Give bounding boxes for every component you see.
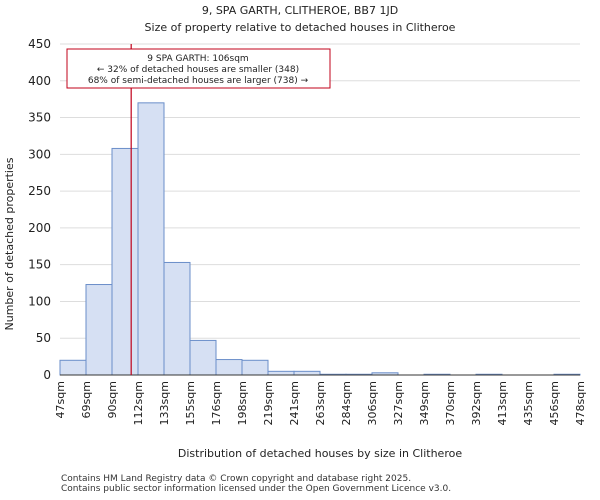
x-tick-label-327sqm: 327sqm — [392, 381, 405, 425]
bar-112sqm — [137, 102, 165, 376]
x-tick-label-133sqm: 133sqm — [158, 381, 171, 425]
annotation-box: 9 SPA GARTH: 106sqm ← 32% of detached ho… — [66, 48, 331, 89]
x-tick-label-349sqm: 349sqm — [418, 381, 431, 425]
footer-line-1: Contains HM Land Registry data © Crown c… — [61, 474, 412, 484]
x-tick-label-263sqm: 263sqm — [314, 381, 327, 425]
x-tick-label-435sqm: 435sqm — [522, 381, 535, 425]
annotation-line-1: 9 SPA GARTH: 106sqm — [147, 54, 248, 64]
bars — [59, 102, 581, 376]
bar-219sqm — [267, 370, 295, 376]
y-tick-label-200: 200 — [28, 221, 51, 235]
y-tick-labels: 0 50 100 150 200 250 300 350 400 450 — [28, 37, 51, 382]
x-tick-label-69sqm: 69sqm — [80, 381, 93, 418]
x-tick-labels: 47sqm 69sqm 90sqm 112sqm 133sqm 155sqm 176sqm 1… — [54, 381, 587, 425]
bar-155sqm — [189, 339, 217, 376]
x-tick-label-219sqm: 219sqm — [262, 381, 275, 425]
y-tick-label-100: 100 — [28, 294, 51, 308]
bar-69sqm — [85, 284, 113, 376]
x-tick-label-456sqm: 456sqm — [548, 381, 561, 425]
bar-198sqm — [241, 359, 269, 376]
x-tick-label-392sqm: 392sqm — [470, 381, 483, 425]
bar-90sqm — [111, 147, 139, 376]
y-tick-label-300: 300 — [28, 147, 51, 161]
annotation-line-3: 68% of semi-detached houses are larger (… — [88, 76, 309, 86]
x-tick-label-370sqm: 370sqm — [444, 381, 457, 425]
x-tick-label-155sqm: 155sqm — [184, 381, 197, 425]
bar-47sqm — [59, 359, 87, 376]
x-tick-label-112sqm: 112sqm — [132, 381, 145, 425]
y-tick-label-350: 350 — [28, 111, 51, 125]
annotation-line-2: ← 32% of detached houses are smaller (34… — [97, 65, 299, 75]
x-axis-label: Distribution of detached houses by size … — [178, 447, 462, 460]
bar-133sqm — [163, 261, 191, 376]
x-tick-label-47sqm: 47sqm — [54, 381, 67, 418]
x-tick-label-284sqm: 284sqm — [340, 381, 353, 425]
y-tick-label-450: 450 — [28, 37, 51, 51]
bar-176sqm — [215, 359, 243, 376]
x-tick-label-198sqm: 198sqm — [236, 381, 249, 425]
footer-line-2: Contains public sector information licen… — [61, 484, 452, 494]
y-tick-label-250: 250 — [28, 184, 51, 198]
x-tick-label-176sqm: 176sqm — [210, 381, 223, 425]
y-axis-label: Number of detached properties — [3, 157, 16, 330]
x-tick-label-478sqm: 478sqm — [574, 381, 587, 425]
x-tick-label-413sqm: 413sqm — [496, 381, 509, 425]
chart-subtitle: Size of property relative to detached ho… — [144, 21, 456, 34]
y-tick-label-50: 50 — [36, 331, 51, 345]
y-tick-label-400: 400 — [28, 74, 51, 88]
chart-title: 9, SPA GARTH, CLITHEROE, BB7 1JD — [201, 4, 399, 17]
y-tick-label-0: 0 — [43, 368, 51, 382]
y-tick-label-150: 150 — [28, 258, 51, 272]
x-tick-label-306sqm: 306sqm — [366, 381, 379, 425]
bar-241sqm — [293, 370, 321, 376]
x-tick-label-241sqm: 241sqm — [288, 381, 301, 425]
x-tick-label-90sqm: 90sqm — [106, 381, 119, 418]
